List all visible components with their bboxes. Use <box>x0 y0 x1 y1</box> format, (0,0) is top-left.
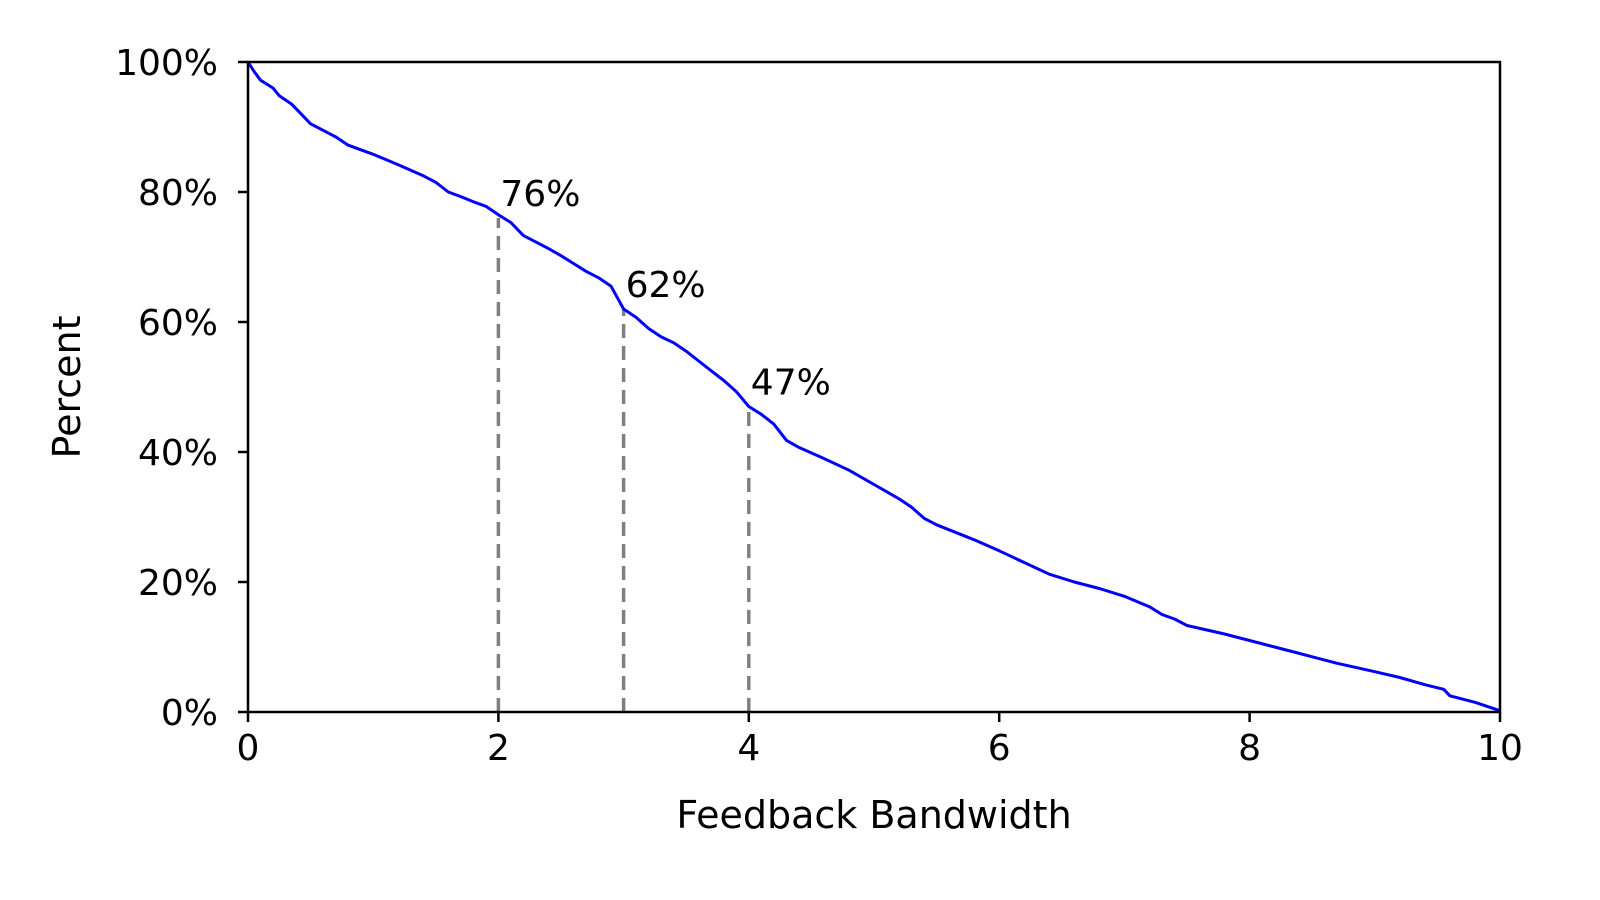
axis-ticks: 0 2 4 6 8 100%20%40%60%80%100% <box>115 43 1523 769</box>
marker-label-1: 62% <box>626 265 706 306</box>
y-tick-label-2: 40% <box>138 433 218 474</box>
x-tick-label-1: 2 <box>487 728 510 769</box>
marker-label-2: 47% <box>751 363 831 404</box>
y-tick-label-1: 20% <box>138 563 218 604</box>
y-tick-label-5: 100% <box>115 43 218 84</box>
x-tick-label-0: 0 <box>237 728 260 769</box>
marker-label-0: 76% <box>500 174 580 215</box>
x-tick-label-4: 8 <box>1238 728 1261 769</box>
plot-frame <box>246 60 1502 714</box>
y-axis-label: Percent <box>45 316 89 459</box>
x-axis-label: Feedback Bandwidth <box>676 793 1071 837</box>
x-tick-label-3: 6 <box>988 728 1011 769</box>
x-tick-label-5: 10 <box>1477 728 1523 769</box>
plot-area: 76% 62% 47% <box>246 61 1501 713</box>
y-tick-label-3: 60% <box>138 303 218 344</box>
x-tick-label-2: 4 <box>737 728 760 769</box>
series-line-0 <box>246 61 1501 713</box>
y-tick-label-0: 0% <box>161 693 218 734</box>
y-tick-label-4: 80% <box>138 173 218 214</box>
